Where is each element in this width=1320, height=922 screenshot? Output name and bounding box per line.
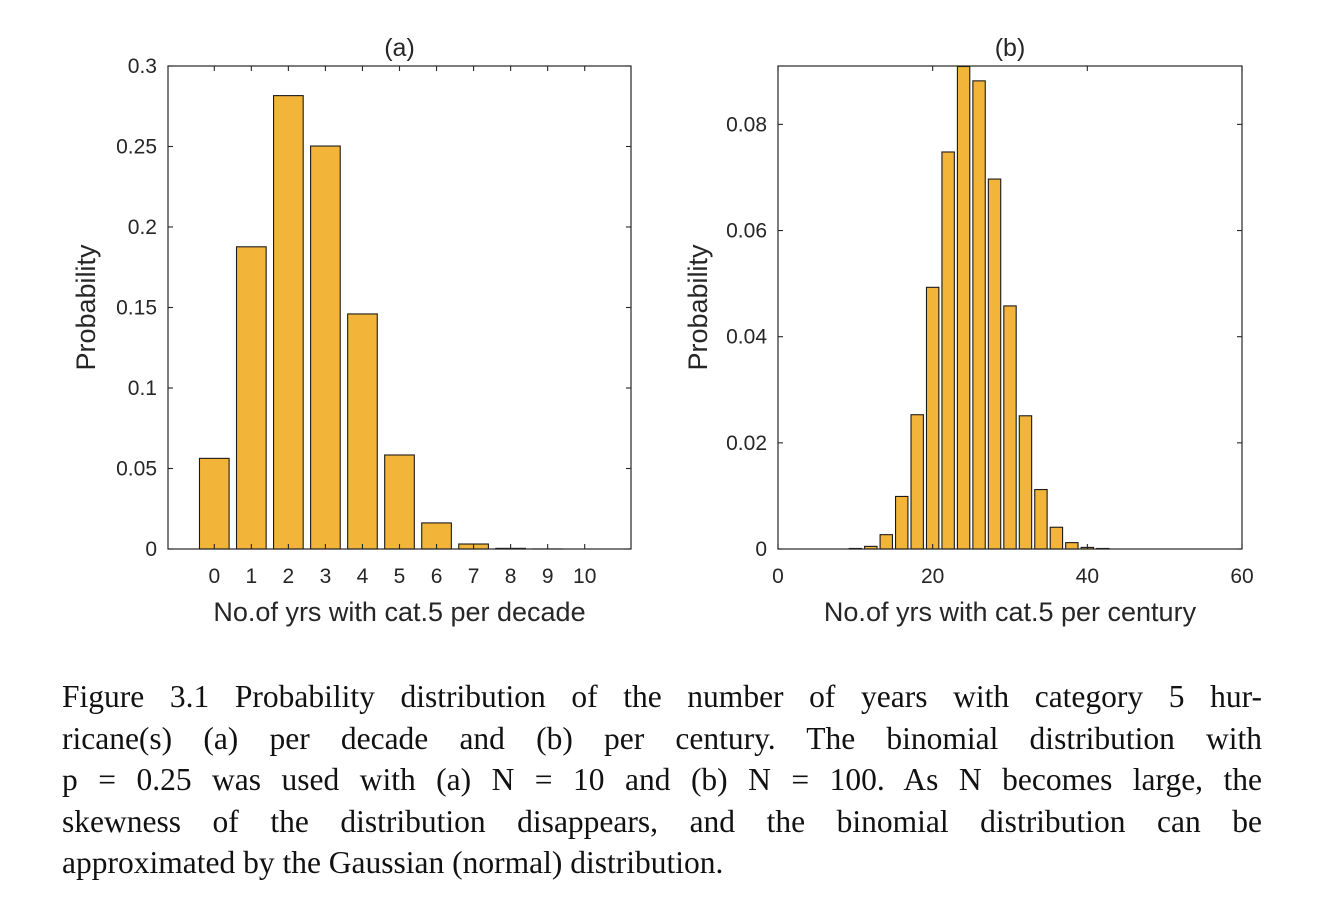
- caption-line: approximated by the Gaussian (normal) di…: [62, 845, 724, 880]
- y-axis-title: Probability: [683, 244, 713, 371]
- bar: [956, 65, 971, 550]
- bar: [347, 313, 378, 550]
- y-tick-label: 0.15: [116, 297, 157, 320]
- x-tick-label: 6: [431, 565, 443, 588]
- bar: [1003, 305, 1017, 550]
- y-tick-label: 0.08: [726, 113, 767, 136]
- bar: [1018, 415, 1033, 550]
- x-axis-title: No.of yrs with cat.5 per century: [824, 597, 1197, 627]
- x-tick-label: 5: [394, 565, 406, 588]
- bar: [1065, 542, 1079, 550]
- x-tick-label: 0: [772, 565, 784, 588]
- bar: [235, 246, 267, 550]
- x-tick-label: 1: [245, 565, 257, 588]
- x-tick-label: 8: [505, 565, 517, 588]
- y-tick-label: 0.04: [726, 326, 767, 349]
- caption-line: p = 0.25 was used with (a) N = 10 and (b…: [62, 762, 1262, 797]
- caption-line: Figure 3.1 Probability distribution of t…: [62, 679, 1262, 714]
- bar: [941, 151, 955, 550]
- bar: [894, 495, 909, 550]
- x-axis-title: No.of yrs with cat.5 per decade: [213, 597, 585, 627]
- bar: [198, 457, 230, 550]
- x-tick-label: 60: [1230, 565, 1253, 588]
- caption-line: skewness of the distribution disappears,…: [62, 803, 1262, 839]
- y-tick-label: 0.06: [726, 220, 767, 243]
- y-tick-label: 0.02: [726, 432, 767, 455]
- x-tick-label: 10: [573, 565, 596, 588]
- bar: [879, 534, 894, 550]
- x-tick-label: 9: [542, 565, 554, 588]
- bar: [384, 454, 415, 550]
- x-tick-label: 4: [357, 565, 369, 588]
- x-tick-label: 7: [468, 565, 480, 588]
- chart-title: (a): [384, 34, 415, 62]
- y-tick-label: 0: [145, 538, 157, 561]
- bar: [987, 178, 1002, 550]
- caption-line: ricane(s) (a) per decade and (b) per cen…: [62, 720, 1262, 756]
- x-tick-label: 20: [921, 565, 944, 588]
- chart-panel-b: 0 20 40 60 0 0.02 0.04 0.06 0.08 (b) No.of yrs wit…: [683, 34, 1254, 627]
- figure-caption: Figure 3.1 Probability distribution of t…: [62, 676, 1262, 884]
- chart-title: (b): [995, 34, 1026, 62]
- y-tick-label: 0.3: [128, 55, 157, 78]
- bar: [1049, 526, 1064, 550]
- y-tick-label: 0.1: [128, 377, 157, 400]
- y-tick-label: 0: [755, 538, 767, 561]
- y-tick-label: 0.2: [128, 216, 157, 239]
- bar: [1034, 488, 1048, 550]
- figure-panels: 0 1 2 3 4 5 6 7 8 9 10 0 0.05 0.1 0.15 0.2 0.25 0.3 (a) No.…: [71, 34, 1254, 627]
- bar: [273, 95, 304, 550]
- y-tick-label: 0.05: [116, 458, 157, 481]
- x-tick-label: 0: [208, 565, 220, 588]
- x-tick-label: 40: [1076, 565, 1099, 588]
- axes-box: [777, 65, 1243, 550]
- chart-panel-a: 0 1 2 3 4 5 6 7 8 9 10 0 0.05 0.1 0.15 0.2 0.25 0.3 (a) No.…: [71, 34, 632, 627]
- bar: [310, 145, 341, 550]
- y-axis-title: Probability: [71, 244, 101, 371]
- bar: [925, 286, 940, 550]
- x-tick-label: 3: [320, 565, 332, 588]
- bar: [972, 80, 986, 550]
- y-tick-label: 0.25: [116, 136, 157, 159]
- x-tick-label: 2: [283, 565, 295, 588]
- bar: [910, 414, 924, 550]
